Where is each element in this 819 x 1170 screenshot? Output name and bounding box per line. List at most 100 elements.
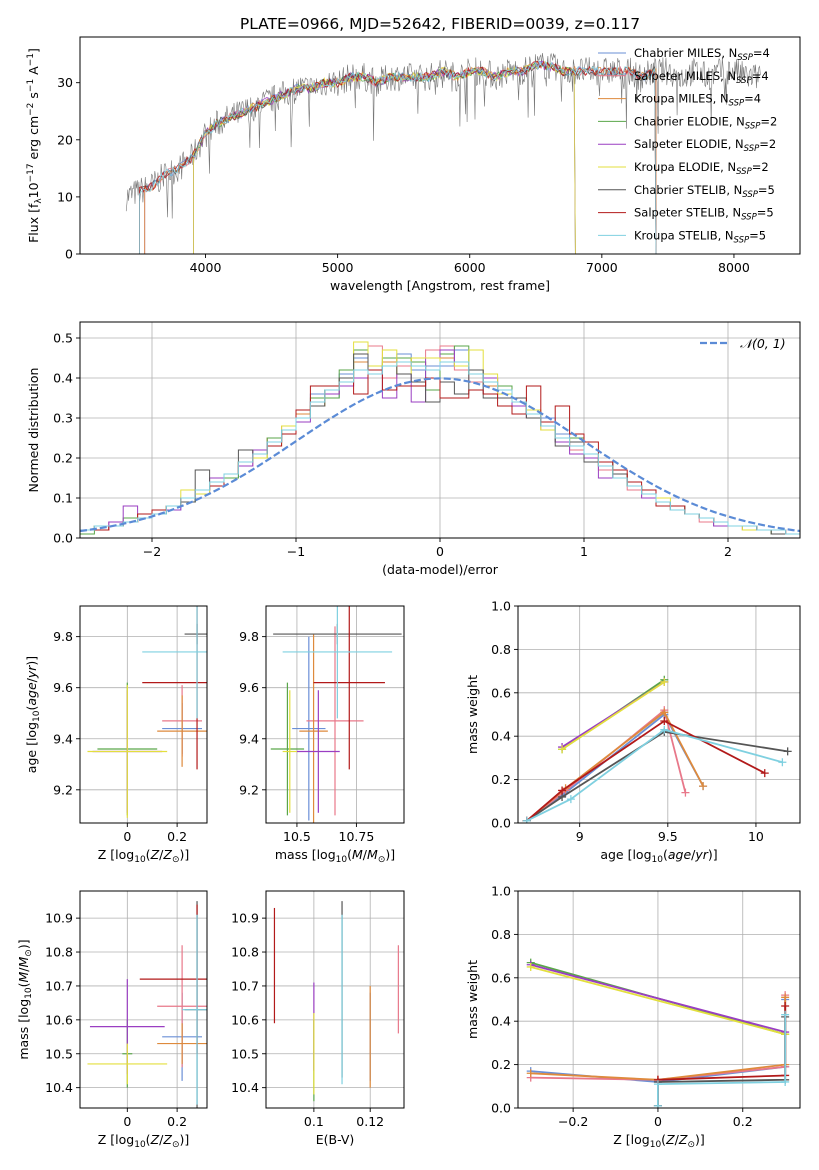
y-axis-label: mass weight	[465, 675, 480, 754]
plot-area	[518, 891, 800, 1108]
axes-frame	[265, 890, 405, 1109]
errorbar-salpeter-stelib	[313, 606, 385, 770]
legend-label: Chabrier STELIB, NSSP=5	[634, 183, 775, 200]
y-tick-label: 10.5	[45, 1046, 73, 1061]
x-tick-label: 0.2	[167, 1114, 187, 1129]
x-tick-label: 0.12	[356, 1114, 384, 1129]
gridlines	[80, 891, 207, 1108]
panel-massweight-vs-age: 9 9.5 10 0.0 0.2 0.4 0.6 0.8 1.0 age [log10(age/y…	[465, 599, 801, 865]
y-tick-label: 0.5	[53, 331, 73, 346]
y-tick-label: 10.7	[45, 978, 73, 993]
panel-mass-vs-ebv: 0.1 0.12 10.4 10.5 10.6 10.7 10.8 10.9 E(B-V)	[231, 890, 405, 1147]
y-tick-label: 10.6	[231, 1012, 259, 1027]
x-tick-label: 10	[748, 829, 764, 844]
y-tick-label: 0.4	[491, 729, 511, 744]
y-tick-label: 0.4	[53, 371, 73, 386]
errorbar-kroupa-elodie	[87, 685, 168, 818]
x-tick-label: 0	[123, 1114, 131, 1129]
x-tick-label: 10.75	[339, 829, 375, 844]
x-tick-label: −0.2	[558, 1114, 588, 1129]
weight-point	[760, 769, 769, 778]
x-axis-label: wavelength [Angstrom, rest frame]	[330, 278, 550, 293]
figure-title: PLATE=0966, MJD=52642, FIBERID=0039, z=0…	[240, 15, 640, 33]
y-tick-label: 0.8	[491, 642, 511, 657]
errorbar-chabrier-elodie	[270, 682, 305, 816]
plot-area	[80, 606, 207, 823]
y-tick-label: 0.0	[53, 531, 73, 546]
weight-point	[781, 1077, 790, 1086]
y-tick-label: 0	[65, 247, 73, 262]
weight-line	[526, 719, 766, 822]
plot-area	[266, 606, 404, 823]
errorbar-salpeter-elodie	[296, 690, 340, 813]
x-tick-label: 0	[123, 829, 131, 844]
weight-point	[781, 1002, 790, 1011]
y-tick-label: 1.0	[491, 884, 511, 899]
x-tick-label: 8000	[718, 260, 750, 275]
errorbar-salpeter-miles	[306, 626, 364, 816]
errorbar-kroupa-miles	[299, 634, 328, 823]
x-tick-label: 0.2	[167, 829, 187, 844]
legend-label: Chabrier MILES, NSSP=4	[634, 46, 770, 63]
errorbar-kroupa-elodie	[87, 1043, 168, 1085]
y-tick-label: 9.2	[239, 782, 259, 797]
weight-point	[660, 708, 669, 717]
legend-label: Kroupa ELODIE, NSSP=2	[634, 160, 769, 177]
errorbar-kroupa-stelib	[142, 606, 207, 719]
y-tick-label: 10.9	[231, 911, 259, 926]
panel-age-vs-mass: 10.5 10.75 9.2 9.4 9.6 9.8 mass [log10(M/M⊙)]	[239, 605, 405, 865]
y-tick-label: 9.8	[53, 629, 73, 644]
y-tick-label: 0.6	[491, 685, 511, 700]
y-tick-label: 0.2	[491, 772, 511, 787]
weight-point	[526, 1069, 535, 1078]
errorbar-chabrier-miles	[292, 636, 326, 821]
y-axis-label: Flux [fλ10−17 erg cm−2 s−1 A−1]	[26, 48, 44, 243]
legend-label: Kroupa STELIB, NSSP=5	[634, 228, 766, 245]
normal-curve	[80, 377, 800, 533]
plot-area	[80, 322, 800, 538]
model-spectrum-kroupa-stelib	[139, 59, 657, 254]
legend-label: Salpeter MILES, NSSP=4	[634, 69, 769, 86]
plot-area	[266, 891, 404, 1108]
y-tick-label: 0.8	[491, 927, 511, 942]
y-axis-label: age [log10(age/yr)]	[24, 656, 42, 773]
errorbar-kroupa-stelib	[182, 914, 207, 1105]
errorbar-kroupa-stelib	[282, 606, 393, 719]
legend-label: Salpeter STELIB, NSSP=5	[634, 206, 774, 223]
axes-frame	[79, 890, 208, 1109]
x-tick-label: −2	[143, 544, 161, 559]
weight-point	[653, 1080, 662, 1089]
panel-mass-vs-Z: 0 0.2 10.4 10.5 10.6 10.7 10.8 10.9 Z [log10(Z/Z…	[16, 890, 208, 1150]
weight-point	[522, 816, 531, 823]
weight-series-kroupa-stelib	[653, 1010, 790, 1108]
weight-line	[526, 728, 783, 822]
y-tick-label: 10.8	[231, 945, 259, 960]
histogram-kroupa-stelib	[80, 361, 800, 538]
y-tick-label: 0.0	[491, 1101, 511, 1116]
weight-line	[530, 966, 786, 1036]
legend-label: Salpeter ELODIE, NSSP=2	[634, 137, 776, 154]
plot-area	[80, 891, 207, 1108]
weight-point	[660, 717, 669, 726]
plot-area	[518, 606, 800, 823]
weight-point	[699, 782, 708, 791]
x-axis-label: Z [log10(Z/Z⊙)]	[98, 1132, 190, 1150]
weight-point	[783, 747, 792, 756]
x-tick-label: 5000	[322, 260, 354, 275]
plot-area	[125, 52, 761, 254]
x-tick-label: 2	[724, 544, 732, 559]
weight-series-kroupa-stelib	[522, 725, 787, 823]
y-axis-label: Normed distribution	[26, 368, 41, 493]
y-tick-label: 0.4	[491, 1014, 511, 1029]
weight-line	[657, 1014, 787, 1106]
x-tick-label: 6000	[454, 260, 486, 275]
weight-point	[653, 1101, 662, 1108]
weight-point	[558, 745, 567, 754]
y-tick-label: 0.2	[53, 451, 73, 466]
y-tick-label: 10.5	[231, 1046, 259, 1061]
weight-point	[781, 993, 790, 1002]
y-tick-label: 1.0	[491, 599, 511, 614]
legend-label: 𝒩(0, 1)	[740, 336, 786, 351]
model-spectrum-salpeter-stelib	[139, 60, 657, 254]
y-tick-label: 10	[57, 189, 73, 204]
